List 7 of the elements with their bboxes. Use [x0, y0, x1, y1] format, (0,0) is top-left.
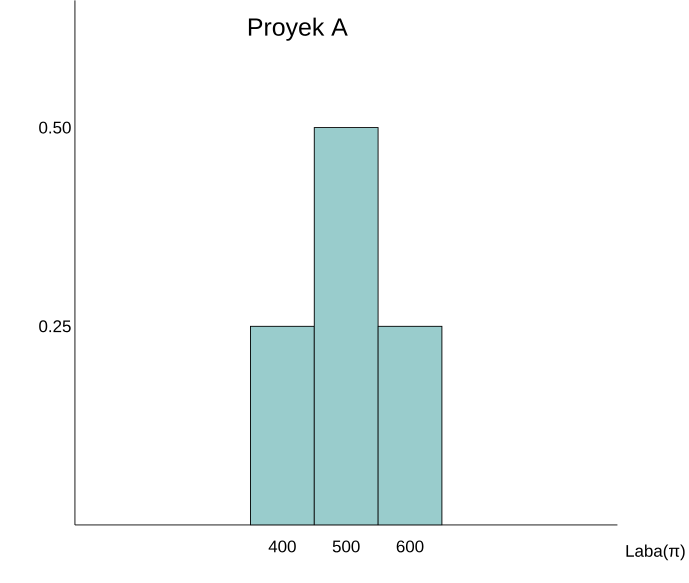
x-tick-label: 500	[332, 540, 360, 552]
y-tick-label: 0.25	[39, 320, 71, 332]
y-tick-label: 0.50	[39, 122, 71, 134]
x-tick-label: 400	[268, 540, 296, 552]
x-axis-title: Laba(π)	[626, 544, 685, 560]
x-tick-label: 600	[396, 540, 424, 552]
text: Proyek A	[248, 18, 348, 41]
